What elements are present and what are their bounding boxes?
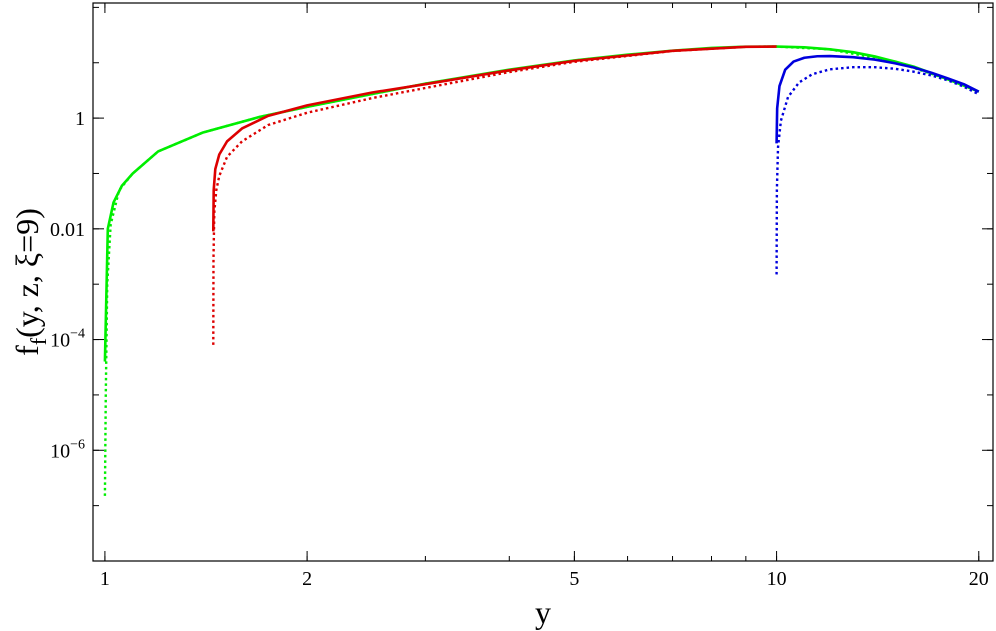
y-axis-title-args: (y, z, ξ=9) (9, 208, 45, 338)
y-tick-label: 1 (75, 108, 85, 130)
x-tick-label: 20 (969, 568, 989, 590)
y-tick-label: 10−4 (50, 327, 85, 352)
series-group (103, 45, 980, 496)
y-tick-label-base: 10 (50, 330, 70, 352)
x-tick-label: 1 (100, 568, 110, 590)
series-line-4-dotted (212, 45, 777, 345)
y-tick-label-base: 10 (50, 440, 70, 462)
x-tick-label: 10 (767, 568, 787, 590)
series-line-1-solid (103, 45, 980, 362)
x-axis-title: y (535, 594, 551, 630)
y-tick-label: 10−6 (50, 437, 85, 462)
series-line-3-solid (211, 45, 777, 232)
y-tick-label: 0.01 (50, 219, 85, 241)
plot-frame (92, 2, 994, 562)
y-axis-title: ff(y, z, ξ=9) (9, 208, 51, 356)
series-line-2-dotted (103, 45, 980, 496)
y-tick-label-exponent: −6 (70, 437, 85, 452)
x-tick-label: 5 (569, 568, 579, 590)
ticks (93, 3, 993, 562)
y-tick-label-exponent: −4 (70, 327, 85, 342)
series-line-6-dotted (775, 66, 980, 275)
y-axis-title-base: f (9, 345, 45, 356)
x-tick-label: 2 (302, 568, 312, 590)
series-line-5-solid (775, 54, 980, 144)
y-axis-title-sub: f (26, 337, 51, 345)
